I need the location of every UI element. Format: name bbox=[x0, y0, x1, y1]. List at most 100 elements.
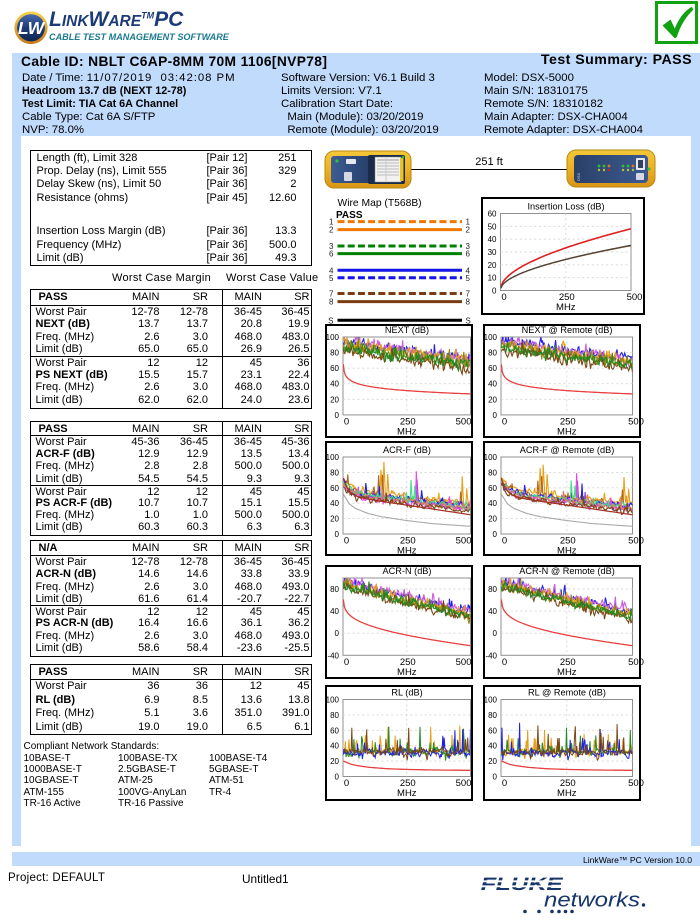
svg-text:60: 60 bbox=[488, 484, 497, 493]
svg-text:250: 250 bbox=[559, 292, 575, 303]
svg-text:4: 4 bbox=[466, 266, 471, 275]
svg-text:Insertion Loss (dB): Insertion Loss (dB) bbox=[527, 201, 604, 211]
svg-text:3: 3 bbox=[466, 242, 471, 251]
svg-text:250: 250 bbox=[399, 536, 415, 547]
svg-text:250: 250 bbox=[559, 657, 575, 668]
svg-text:250: 250 bbox=[399, 778, 415, 789]
svg-text:100: 100 bbox=[483, 453, 497, 462]
svg-text:250: 250 bbox=[559, 416, 575, 427]
svg-text:0: 0 bbox=[334, 772, 339, 781]
svg-text:40: 40 bbox=[488, 235, 497, 244]
svg-text:2: 2 bbox=[329, 226, 334, 235]
svg-text:MHz: MHz bbox=[557, 546, 577, 557]
svg-text:0: 0 bbox=[492, 772, 497, 781]
svg-text:NEXT (dB): NEXT (dB) bbox=[384, 325, 428, 335]
svg-text:MHz: MHz bbox=[557, 667, 577, 678]
svg-text:0: 0 bbox=[501, 778, 506, 789]
svg-text:-40: -40 bbox=[485, 651, 497, 660]
svg-text:NEXT @ Remote (dB): NEXT @ Remote (dB) bbox=[521, 325, 612, 335]
svg-text:LW: LW bbox=[18, 18, 46, 38]
svg-text:10: 10 bbox=[488, 273, 497, 282]
svg-text:1: 1 bbox=[329, 218, 334, 227]
svg-text:20: 20 bbox=[488, 395, 497, 404]
svg-text:250: 250 bbox=[399, 657, 415, 668]
svg-text:80: 80 bbox=[330, 468, 339, 477]
svg-text:1: 1 bbox=[466, 218, 471, 227]
svg-text:40: 40 bbox=[330, 741, 339, 750]
svg-text:500: 500 bbox=[455, 657, 471, 668]
svg-text:80: 80 bbox=[488, 585, 497, 594]
svg-text:60: 60 bbox=[330, 726, 339, 735]
svg-text:MHz: MHz bbox=[397, 667, 417, 678]
svg-text:250: 250 bbox=[559, 536, 575, 547]
svg-text:2: 2 bbox=[466, 226, 471, 235]
svg-text:MHz: MHz bbox=[397, 426, 417, 437]
svg-text:ACR-N @ Remote (dB): ACR-N @ Remote (dB) bbox=[519, 566, 615, 576]
svg-text:80: 80 bbox=[330, 348, 339, 357]
svg-text:0: 0 bbox=[492, 410, 497, 419]
svg-text:100: 100 bbox=[483, 695, 497, 704]
svg-text:MHz: MHz bbox=[557, 426, 577, 437]
svg-text:MHz: MHz bbox=[397, 546, 417, 557]
svg-text:500: 500 bbox=[455, 778, 471, 789]
svg-text:MHz: MHz bbox=[556, 302, 576, 313]
svg-text:80: 80 bbox=[330, 710, 339, 719]
svg-text:80: 80 bbox=[488, 710, 497, 719]
svg-text:60: 60 bbox=[330, 364, 339, 373]
svg-text:7: 7 bbox=[466, 290, 471, 299]
svg-text:500: 500 bbox=[628, 778, 644, 789]
svg-text:40: 40 bbox=[330, 607, 339, 616]
svg-text:40: 40 bbox=[330, 379, 339, 388]
svg-text:60: 60 bbox=[488, 209, 497, 218]
svg-text:500: 500 bbox=[628, 536, 644, 547]
svg-text:20: 20 bbox=[330, 757, 339, 766]
svg-text:20: 20 bbox=[488, 515, 497, 524]
svg-text:6: 6 bbox=[329, 250, 334, 259]
svg-text:0: 0 bbox=[492, 530, 497, 539]
svg-text:0: 0 bbox=[501, 536, 506, 547]
svg-text:0: 0 bbox=[501, 657, 506, 668]
svg-text:ACR-F @ Remote (dB): ACR-F @ Remote (dB) bbox=[519, 445, 614, 455]
svg-text:0: 0 bbox=[334, 530, 339, 539]
svg-text:-40: -40 bbox=[327, 651, 339, 660]
svg-text:6: 6 bbox=[466, 250, 471, 259]
svg-text:0: 0 bbox=[343, 536, 348, 547]
svg-text:80: 80 bbox=[330, 585, 339, 594]
svg-text:S: S bbox=[466, 316, 471, 325]
svg-text:500: 500 bbox=[628, 657, 644, 668]
svg-text:8: 8 bbox=[466, 298, 471, 307]
svg-text:5: 5 bbox=[466, 274, 471, 283]
svg-text:20: 20 bbox=[488, 757, 497, 766]
svg-text:30: 30 bbox=[488, 248, 497, 257]
svg-text:0: 0 bbox=[334, 629, 339, 638]
svg-text:ACR-N (dB): ACR-N (dB) bbox=[382, 566, 431, 576]
svg-text:RL (dB): RL (dB) bbox=[391, 687, 422, 697]
svg-text:0: 0 bbox=[492, 286, 497, 295]
svg-text:100: 100 bbox=[325, 453, 339, 462]
svg-text:500: 500 bbox=[628, 416, 644, 427]
svg-text:ACR-F (dB): ACR-F (dB) bbox=[383, 445, 431, 455]
svg-text:60: 60 bbox=[488, 726, 497, 735]
svg-text:500: 500 bbox=[455, 416, 471, 427]
svg-text:250: 250 bbox=[559, 778, 575, 789]
svg-text:40: 40 bbox=[488, 607, 497, 616]
svg-text:500: 500 bbox=[627, 292, 643, 303]
svg-text:20: 20 bbox=[330, 515, 339, 524]
svg-text:0: 0 bbox=[501, 416, 506, 427]
svg-text:80: 80 bbox=[488, 348, 497, 357]
svg-text:7: 7 bbox=[329, 290, 334, 299]
svg-text:20: 20 bbox=[488, 260, 497, 269]
svg-text:40: 40 bbox=[488, 379, 497, 388]
svg-text:0: 0 bbox=[501, 292, 506, 303]
svg-text:100: 100 bbox=[483, 333, 497, 342]
svg-text:60: 60 bbox=[330, 484, 339, 493]
svg-text:50: 50 bbox=[488, 222, 497, 231]
svg-text:RL @ Remote (dB): RL @ Remote (dB) bbox=[528, 687, 606, 697]
svg-text:80: 80 bbox=[488, 468, 497, 477]
svg-text:DSX: DSX bbox=[576, 172, 581, 181]
svg-text:500: 500 bbox=[455, 536, 471, 547]
svg-text:40: 40 bbox=[488, 741, 497, 750]
svg-text:0: 0 bbox=[334, 410, 339, 419]
svg-text:100: 100 bbox=[325, 695, 339, 704]
svg-text:S: S bbox=[328, 316, 333, 325]
